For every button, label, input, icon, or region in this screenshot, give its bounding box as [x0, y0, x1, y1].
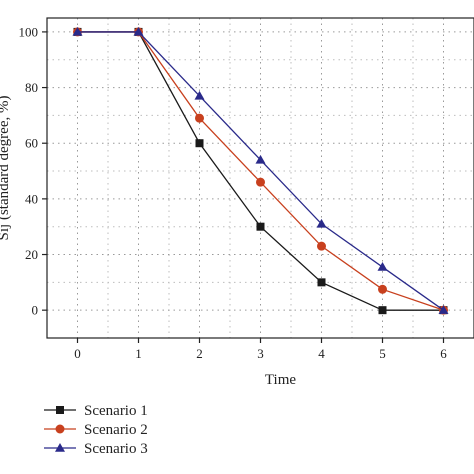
triangle-marker — [438, 305, 449, 314]
y-axis-title: Sij (standard degree, %) — [0, 96, 12, 241]
triangle-marker — [133, 26, 144, 36]
square-marker — [56, 406, 64, 414]
triangle-marker — [316, 218, 327, 228]
x-axis-title: Time — [265, 372, 296, 388]
x-tick-label: 3 — [257, 346, 264, 361]
x-tick-labels: 0 1 2 3 4 5 6 — [74, 346, 447, 361]
x-tick-label: 2 — [196, 346, 203, 361]
circle-marker — [378, 284, 387, 294]
triangle-marker — [55, 443, 65, 452]
square-marker — [195, 139, 204, 148]
square-marker — [378, 306, 387, 315]
triangle-marker — [377, 262, 388, 271]
y-tick-labels: 0 20 40 60 80 100 — [19, 24, 39, 317]
x-tick-label: 1 — [135, 346, 142, 361]
square-marker — [256, 222, 265, 231]
y-tick-label: 60 — [25, 136, 38, 151]
legend-label: Scenario 2 — [84, 422, 148, 438]
square-marker — [317, 278, 326, 287]
x-tick-label: 4 — [318, 346, 325, 361]
legend-label: Scenario 1 — [84, 403, 148, 419]
x-tick-label: 5 — [379, 346, 386, 361]
x-tick-label: 6 — [440, 346, 447, 361]
triangle-marker — [255, 154, 266, 164]
circle-marker — [317, 241, 326, 251]
series-layer — [72, 26, 449, 315]
tick-marks — [42, 31, 445, 343]
y-tick-label: 0 — [32, 303, 39, 318]
triangle-marker — [194, 90, 205, 100]
y-tick-label: 80 — [25, 80, 38, 95]
legend-item-2: Scenario 2 — [44, 422, 148, 438]
y-tick-label: 20 — [25, 247, 38, 262]
x-tick-label: 0 — [74, 346, 81, 361]
series-3 — [72, 26, 449, 314]
legend-label: Scenario 3 — [84, 441, 148, 457]
circle-marker — [256, 177, 265, 187]
y-tick-label: 40 — [25, 191, 38, 206]
triangle-marker — [72, 26, 83, 36]
circle-marker — [195, 113, 204, 123]
circle-marker — [55, 424, 65, 434]
legend-item-1: Scenario 1 — [44, 403, 148, 419]
legend: Scenario 1 Scenario 2 Scenario 3 — [44, 403, 148, 457]
legend-item-3: Scenario 3 — [44, 441, 148, 457]
y-tick-label: 100 — [19, 24, 39, 39]
